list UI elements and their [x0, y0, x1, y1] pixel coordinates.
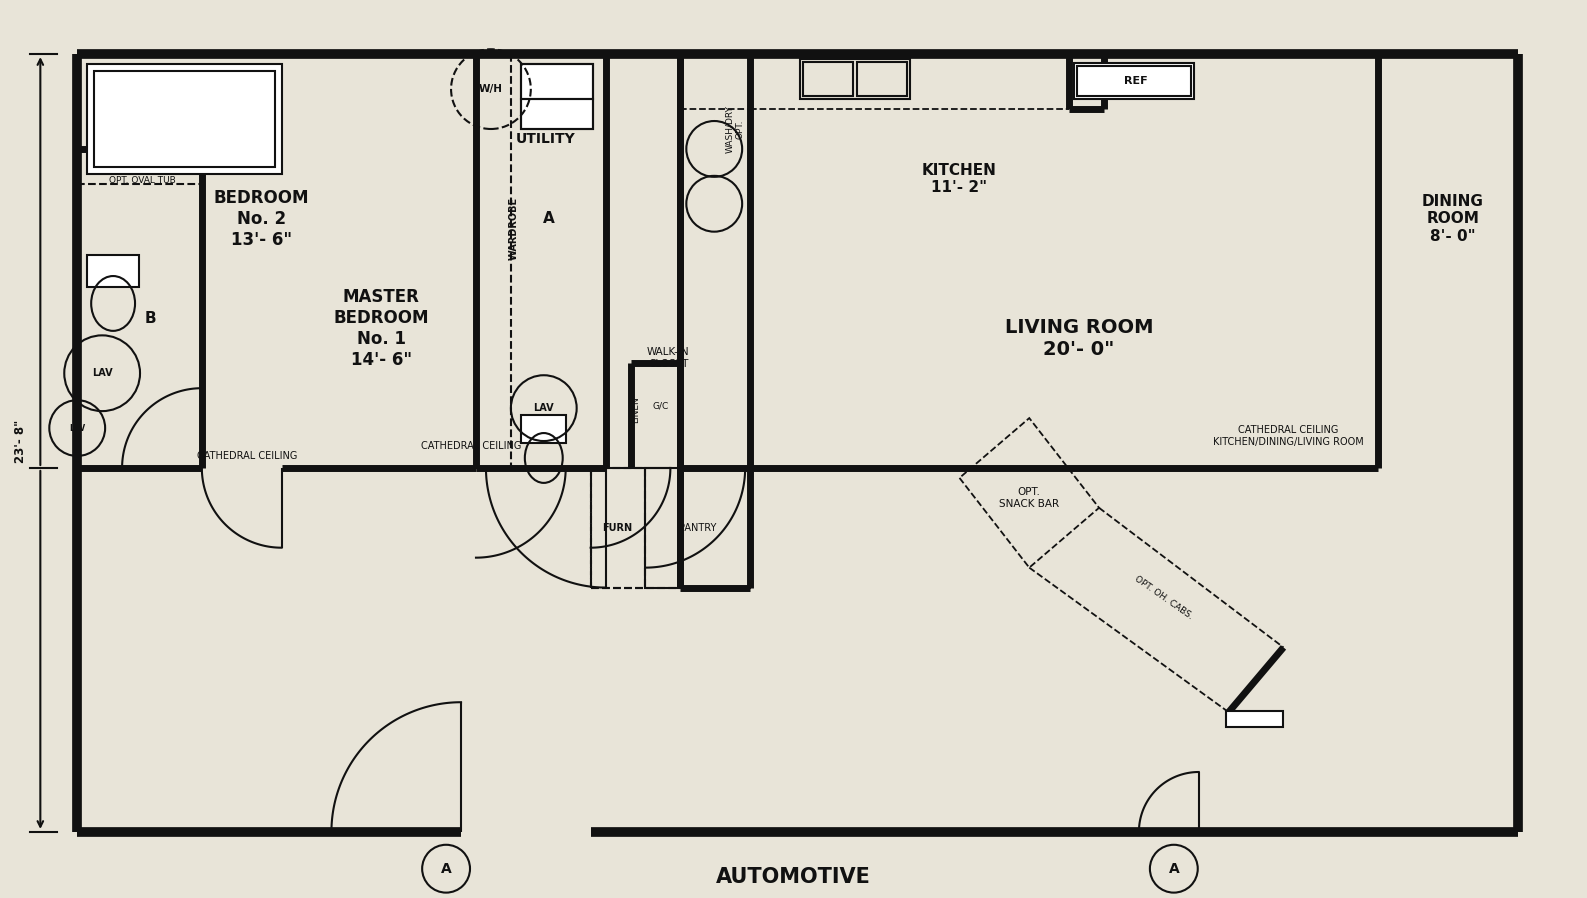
Text: UTILITY: UTILITY [516, 132, 576, 146]
Text: A: A [543, 211, 554, 226]
Text: KITCHEN
11'- 2": KITCHEN 11'- 2" [922, 163, 997, 195]
Text: AUTOMOTIVE: AUTOMOTIVE [716, 867, 870, 886]
Text: FURN: FURN [603, 523, 633, 533]
Bar [87, 64, 281, 174]
Text: LAV: LAV [533, 403, 554, 413]
Bar [1074, 63, 1193, 99]
Text: OPT. OVAL TUB: OPT. OVAL TUB [108, 176, 176, 185]
Text: OPT.
SNACK BAR: OPT. SNACK BAR [1000, 487, 1060, 508]
Bar [857, 62, 906, 96]
Bar [521, 99, 592, 129]
Bar [521, 64, 592, 99]
Text: B: B [144, 311, 156, 326]
Bar [1078, 66, 1190, 96]
Bar [590, 468, 646, 587]
Bar [87, 255, 140, 286]
Bar [803, 62, 852, 96]
Text: LAV: LAV [70, 424, 86, 433]
Bar [646, 468, 751, 587]
Text: WALK-IN
CLOSET: WALK-IN CLOSET [647, 348, 690, 369]
Bar [800, 59, 909, 99]
Bar [1225, 711, 1284, 727]
Text: LINEN: LINEN [632, 397, 640, 424]
Text: OPT. OH. CABS.: OPT. OH. CABS. [1133, 574, 1195, 621]
Text: PANTRY: PANTRY [679, 523, 716, 533]
Bar [521, 64, 592, 129]
Bar [521, 415, 565, 443]
Text: CATHEDRAL CEILING: CATHEDRAL CEILING [197, 451, 297, 461]
Text: WARDROBE: WARDROBE [509, 198, 519, 260]
Text: A: A [1168, 862, 1179, 876]
Text: DINING
ROOM
8'- 0": DINING ROOM 8'- 0" [1422, 194, 1484, 243]
Text: LIVING ROOM
20'- 0": LIVING ROOM 20'- 0" [1005, 318, 1154, 359]
Text: CATHEDRAL CEILING: CATHEDRAL CEILING [421, 441, 521, 451]
Bar [94, 71, 275, 167]
Text: A: A [441, 862, 451, 876]
Text: REF: REF [1124, 76, 1147, 86]
Text: 23'- 8": 23'- 8" [14, 419, 27, 462]
Text: BEDROOM
No. 2
13'- 6": BEDROOM No. 2 13'- 6" [214, 189, 309, 249]
Text: CATHEDRAL CEILING
KITCHEN/DINING/LIVING ROOM: CATHEDRAL CEILING KITCHEN/DINING/LIVING … [1212, 426, 1363, 447]
Text: MASTER
BEDROOM
No. 1
14'- 6": MASTER BEDROOM No. 1 14'- 6" [333, 288, 428, 368]
Text: WASH/DRY
OPT.: WASH/DRY OPT. [725, 105, 744, 153]
Text: G/C: G/C [652, 401, 668, 410]
Text: LAV: LAV [92, 368, 113, 378]
Text: W/H: W/H [479, 84, 503, 94]
